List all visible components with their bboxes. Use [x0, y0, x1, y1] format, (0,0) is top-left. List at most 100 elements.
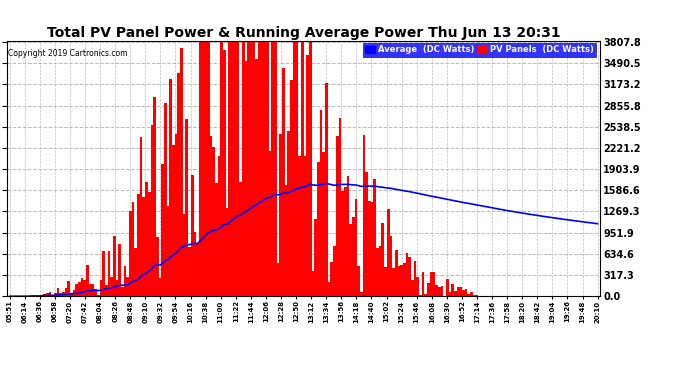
Bar	[81, 278, 83, 296]
Bar	[346, 176, 349, 296]
Bar	[250, 42, 253, 296]
Bar	[188, 247, 191, 296]
Bar	[411, 280, 414, 296]
Bar	[258, 42, 261, 296]
Bar	[113, 236, 116, 296]
Bar	[261, 42, 264, 296]
Bar	[414, 261, 416, 296]
Bar	[78, 282, 81, 296]
Title: Total PV Panel Power & Running Average Power Thu Jun 13 20:31: Total PV Panel Power & Running Average P…	[47, 26, 560, 40]
Bar	[403, 263, 406, 296]
Bar	[215, 183, 217, 296]
Bar	[408, 257, 411, 296]
Bar	[135, 248, 137, 296]
Bar	[325, 83, 328, 296]
Bar	[132, 202, 135, 296]
Bar	[435, 285, 438, 296]
Bar	[124, 266, 126, 296]
Bar	[339, 118, 341, 296]
Text: Copyright 2019 Cartronics.com: Copyright 2019 Cartronics.com	[8, 49, 128, 58]
Bar	[153, 97, 156, 296]
Bar	[379, 246, 382, 296]
Bar	[279, 134, 282, 296]
Bar	[457, 287, 460, 296]
Bar	[298, 156, 301, 296]
Bar	[255, 59, 258, 296]
Bar	[285, 184, 288, 296]
Bar	[207, 42, 210, 296]
Bar	[220, 42, 223, 296]
Bar	[328, 282, 331, 296]
Bar	[467, 294, 470, 296]
Bar	[172, 145, 175, 296]
Bar	[387, 209, 390, 296]
Bar	[400, 266, 403, 296]
Bar	[186, 119, 188, 296]
Bar	[159, 278, 161, 296]
Bar	[54, 294, 57, 296]
Bar	[161, 164, 164, 296]
Bar	[274, 42, 277, 296]
Bar	[108, 251, 110, 296]
Bar	[118, 244, 121, 296]
Bar	[315, 219, 317, 296]
Bar	[419, 295, 422, 296]
Bar	[105, 285, 108, 296]
Bar	[164, 103, 167, 296]
Bar	[473, 295, 475, 296]
Bar	[341, 191, 344, 296]
Bar	[344, 187, 346, 296]
Bar	[126, 277, 129, 296]
Bar	[32, 295, 35, 296]
Bar	[140, 138, 143, 296]
Bar	[454, 291, 457, 296]
Bar	[199, 42, 201, 296]
Bar	[228, 42, 231, 296]
Bar	[470, 292, 473, 296]
Bar	[448, 292, 451, 296]
Bar	[43, 294, 46, 296]
Bar	[239, 183, 241, 296]
Bar	[237, 42, 239, 296]
Bar	[244, 61, 247, 296]
Bar	[247, 42, 250, 296]
Bar	[395, 251, 397, 296]
Bar	[193, 232, 196, 296]
Bar	[376, 248, 379, 296]
Bar	[210, 135, 213, 296]
Bar	[137, 194, 140, 296]
Bar	[234, 42, 237, 296]
Bar	[70, 292, 72, 296]
Bar	[204, 42, 207, 296]
Bar	[460, 286, 462, 296]
Bar	[213, 147, 215, 296]
Bar	[35, 295, 38, 296]
Bar	[177, 73, 180, 296]
Bar	[143, 197, 145, 296]
Bar	[438, 287, 440, 296]
Bar	[121, 287, 124, 296]
Bar	[169, 80, 172, 296]
Bar	[268, 152, 271, 296]
Bar	[368, 201, 371, 296]
Bar	[317, 162, 319, 296]
Bar	[94, 289, 97, 296]
Bar	[148, 192, 150, 296]
Bar	[57, 288, 59, 296]
Bar	[41, 295, 43, 296]
Bar	[68, 281, 70, 296]
Bar	[349, 224, 352, 296]
Bar	[46, 292, 48, 296]
Bar	[446, 279, 448, 296]
Bar	[116, 280, 118, 296]
Bar	[217, 156, 220, 296]
Bar	[416, 277, 419, 296]
Bar	[72, 290, 75, 296]
Bar	[360, 292, 363, 296]
Bar	[301, 42, 304, 296]
Bar	[48, 292, 51, 296]
Bar	[266, 42, 268, 296]
Bar	[97, 295, 99, 296]
Bar	[433, 272, 435, 296]
Bar	[357, 266, 360, 296]
